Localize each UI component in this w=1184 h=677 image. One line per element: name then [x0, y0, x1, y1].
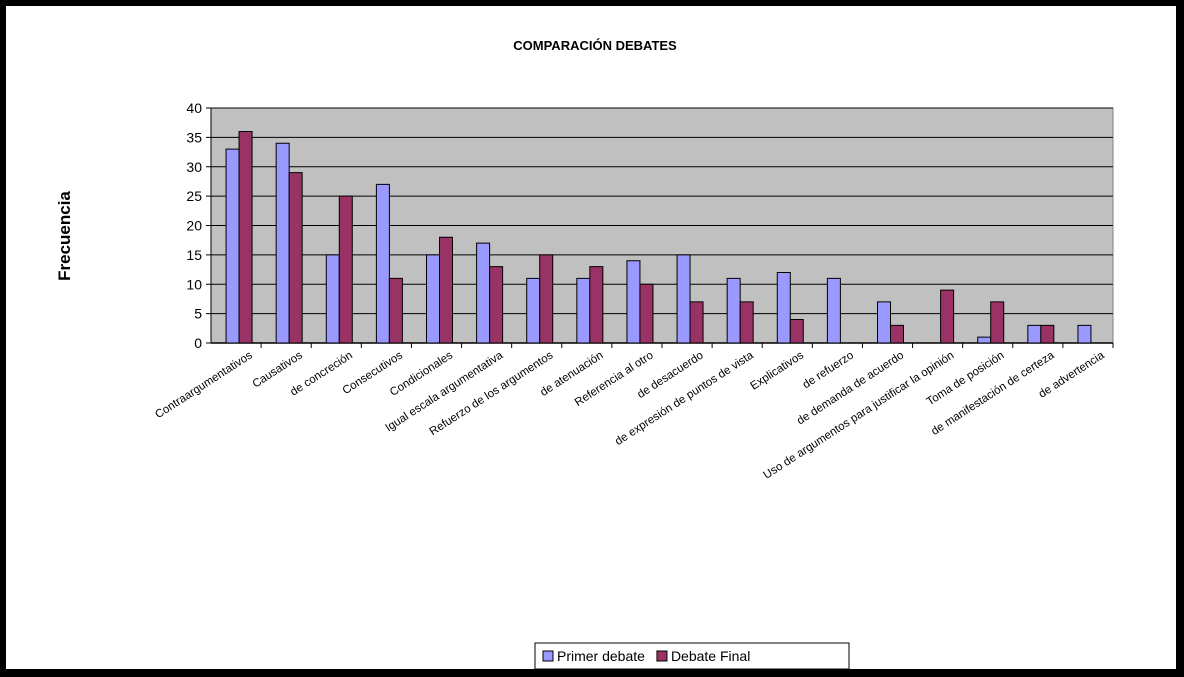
bar-debate-final [890, 324, 904, 344]
legend-label-primer-debate: Primer debate [557, 648, 645, 664]
x-tick-label: Contraargumentativos [153, 349, 255, 421]
bar-debate-final [388, 277, 403, 344]
bar-primer-debate [225, 148, 240, 344]
bar-debate-final [439, 236, 453, 344]
bar-primer-debate [826, 277, 841, 344]
bar-primer-debate [726, 277, 741, 344]
y-tick-label: 20 [186, 218, 202, 234]
bar-primer-debate [275, 142, 290, 344]
bar-primer-debate [977, 336, 992, 344]
y-tick-label: 5 [194, 306, 202, 322]
bar-primer-debate [325, 254, 340, 344]
legend: Primer debate Debate Final [534, 642, 850, 670]
bar-primer-debate [776, 272, 791, 344]
legend-swatch-primer-debate [542, 650, 554, 662]
bar-primer-debate [426, 254, 440, 344]
bar-primer-debate [476, 242, 491, 344]
y-tick-label: 10 [186, 276, 202, 292]
y-axis-label: Frecuencia [55, 191, 74, 281]
plot-area: 0510152025303540ContraargumentativosCaus… [153, 100, 1114, 482]
chart-title: COMPARACIÓN DEBATES [513, 38, 677, 53]
y-tick-label: 25 [186, 188, 202, 204]
bar-debate-final [238, 131, 253, 344]
bar-chart: COMPARACIÓN DEBATES Frecuencia 0 5 10 15 20 2… [55, 38, 1114, 670]
bar-primer-debate [626, 260, 641, 344]
bar-primer-debate [375, 183, 390, 344]
bar-primer-debate [526, 277, 541, 344]
bar-debate-final [639, 283, 654, 344]
y-tick-label: 15 [186, 247, 202, 263]
bar-primer-debate [1027, 324, 1042, 344]
x-tick-label: Explicativos [748, 349, 806, 392]
y-tick-label: 35 [186, 129, 202, 145]
bar-primer-debate [1077, 324, 1092, 344]
bar-debate-final [589, 266, 604, 344]
bar-debate-final [1040, 324, 1055, 344]
bar-debate-final [288, 172, 303, 344]
bar-primer-debate [877, 301, 891, 344]
bar-debate-final [940, 289, 955, 344]
y-tick-label: 0 [194, 335, 202, 351]
bar-debate-final [689, 301, 704, 344]
bar-debate-final [739, 301, 754, 344]
y-tick-label: 30 [186, 159, 202, 175]
bar-debate-final [789, 319, 804, 344]
bar-debate-final [539, 254, 554, 344]
bar-debate-final [338, 195, 353, 344]
y-tick-label: 40 [186, 100, 202, 116]
bar-primer-debate [676, 254, 691, 344]
bar-debate-final [489, 266, 504, 344]
bar-primer-debate [576, 277, 591, 344]
legend-swatch-debate-final [656, 650, 668, 662]
legend-label-debate-final: Debate Final [671, 648, 750, 664]
bar-debate-final [990, 301, 1005, 344]
